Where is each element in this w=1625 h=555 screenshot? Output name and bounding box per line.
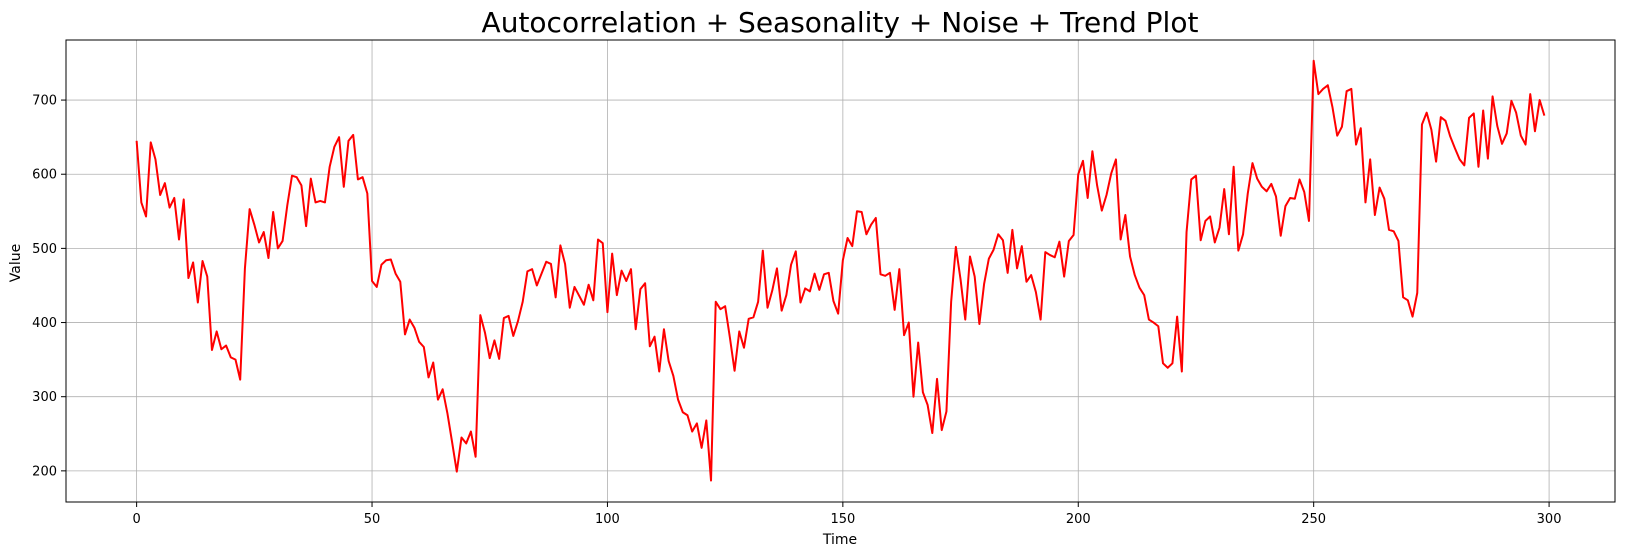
x-tick-label: 100 — [595, 512, 620, 527]
y-tick-label: 400 — [32, 316, 57, 331]
y-tick-label: 300 — [32, 390, 57, 405]
x-tick-label: 250 — [1301, 512, 1326, 527]
y-tick-label: 700 — [32, 94, 57, 109]
y-tick-label: 200 — [32, 464, 57, 479]
series-line — [135, 59, 1546, 482]
y-tick-label: 500 — [32, 242, 57, 257]
series-layer — [135, 59, 1546, 482]
y-axis-label: Value — [8, 244, 24, 282]
grid-lines — [66, 40, 1615, 502]
axis-ticks: 0 50 100 150 200 250 300 200 300 400 500 600 700 — [32, 94, 1561, 527]
x-axis-label: Time — [822, 532, 857, 548]
x-tick-label: 0 — [132, 512, 140, 527]
chart-title: Autocorrelation + Seasonality + Noise + … — [482, 6, 1199, 39]
y-tick-label: 600 — [32, 168, 57, 183]
x-tick-label: 150 — [830, 512, 855, 527]
x-tick-label: 50 — [364, 512, 381, 527]
plot-area-frame — [65, 39, 1616, 503]
x-tick-label: 200 — [1066, 512, 1091, 527]
x-tick-label: 300 — [1537, 512, 1562, 527]
